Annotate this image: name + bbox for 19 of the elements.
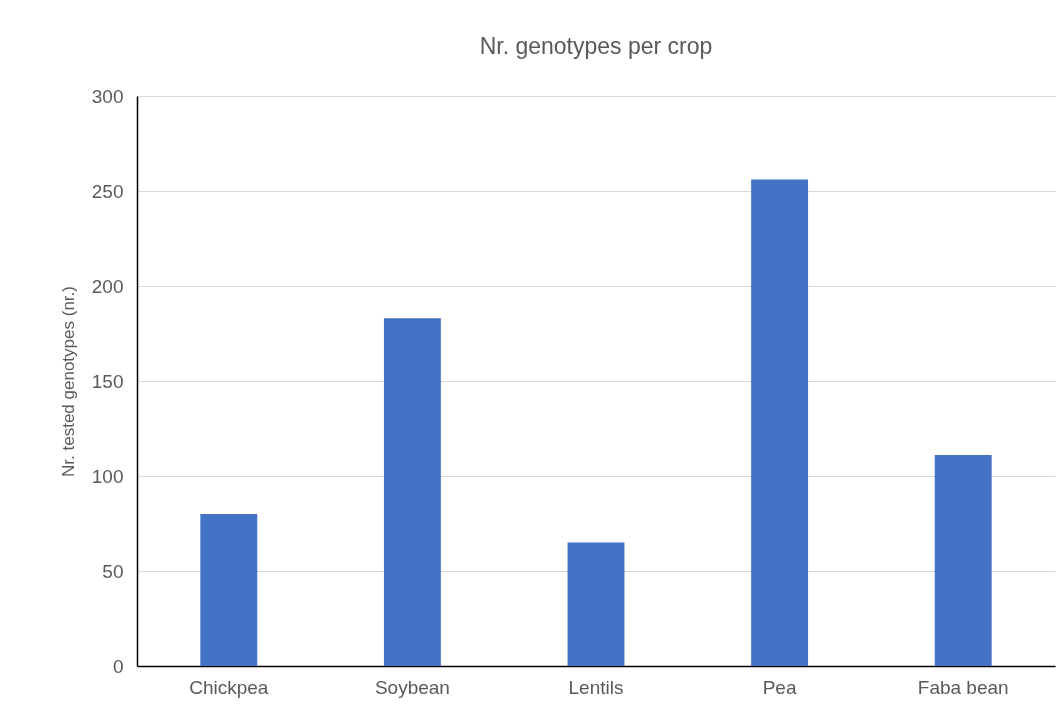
bar xyxy=(934,455,992,666)
y-tick-label: 50 xyxy=(102,560,124,582)
bar xyxy=(383,318,441,666)
bar xyxy=(567,542,625,666)
y-tick-label: 150 xyxy=(91,370,124,392)
y-tick-label: 100 xyxy=(91,465,124,487)
y-tick-label: 300 xyxy=(91,85,124,107)
x-tick-label: Soybean xyxy=(374,676,450,698)
x-tick-label: Lentils xyxy=(568,676,624,698)
chart-title: Nr. genotypes per crop xyxy=(479,33,713,59)
bar xyxy=(751,179,809,666)
x-tick-label: Chickpea xyxy=(189,676,269,698)
y-axis-title: Nr. tested genotypes (nr.) xyxy=(58,286,78,477)
y-tick-label: 250 xyxy=(91,180,124,202)
y-tick-label: 200 xyxy=(91,275,124,297)
bar xyxy=(200,514,258,666)
y-tick-label: 0 xyxy=(112,655,124,677)
x-tick-label: Faba bean xyxy=(917,676,1009,698)
x-tick-label: Pea xyxy=(762,676,797,698)
